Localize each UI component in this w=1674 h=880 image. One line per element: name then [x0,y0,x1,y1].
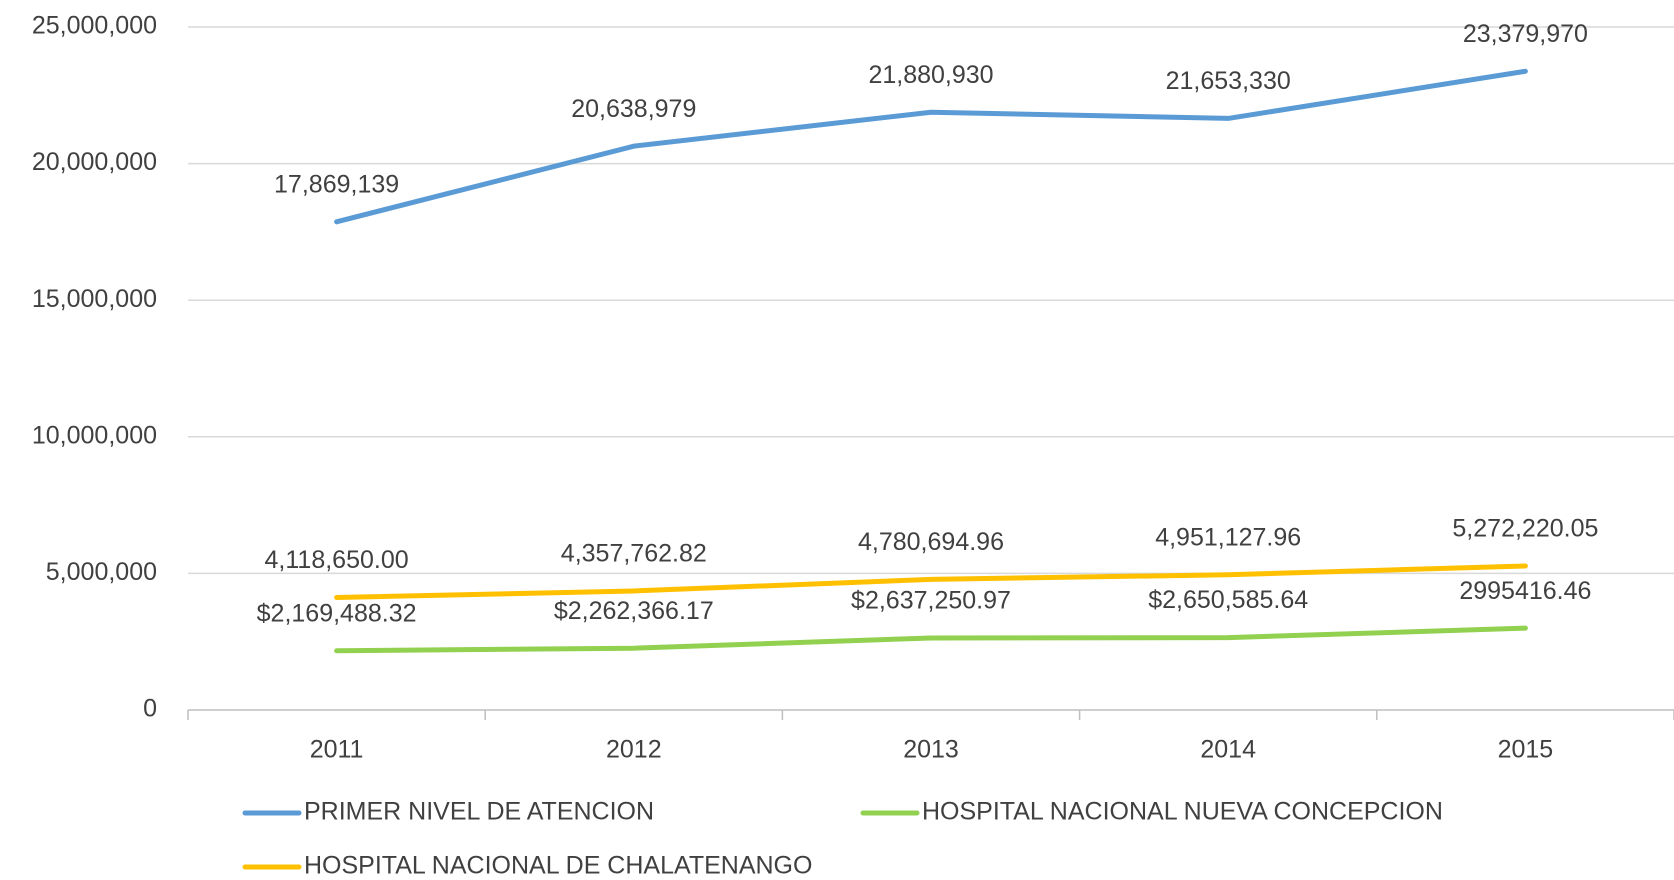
legend-label: HOSPITAL NACIONAL NUEVA CONCEPCION [922,798,1443,826]
data-label: 5,272,220.05 [1452,515,1598,543]
legend-label: PRIMER NIVEL DE ATENCION [304,798,654,826]
legend-label: HOSPITAL NACIONAL DE CHALATENANGO [304,852,812,880]
data-label: $2,650,585.64 [1148,586,1308,614]
y-tick-label: 25,000,000 [32,12,157,40]
y-tick-label: 15,000,000 [32,285,157,313]
data-label: 23,379,970 [1463,20,1588,48]
data-label: 21,880,930 [868,61,993,89]
data-label: 2995416.46 [1459,577,1591,605]
y-tick-label: 0 [143,695,157,723]
y-tick-label: 20,000,000 [32,148,157,176]
x-tick-label: 2011 [310,736,364,764]
x-tick-label: 2012 [606,736,662,764]
data-label: 20,638,979 [571,95,696,123]
data-label: $2,169,488.32 [257,599,417,627]
x-tick-label: 2015 [1498,736,1554,764]
x-tick-label: 2014 [1200,736,1256,764]
data-label: 4,951,127.96 [1155,523,1301,551]
data-label: 4,780,694.96 [858,528,1004,556]
y-tick-label: 10,000,000 [32,421,157,449]
series-line [334,68,1528,225]
x-tick-label: 2013 [903,736,959,764]
data-label: 17,869,139 [274,170,399,198]
y-tick-label: 5,000,000 [46,558,157,586]
series-line [334,563,1528,600]
data-label: 4,357,762.82 [561,540,707,568]
series-line [334,625,1528,654]
data-label: $2,637,250.97 [851,587,1011,615]
data-label: 21,653,330 [1166,67,1291,95]
data-label: 4,118,650.00 [265,546,409,574]
data-label: $2,262,366.17 [554,597,714,625]
